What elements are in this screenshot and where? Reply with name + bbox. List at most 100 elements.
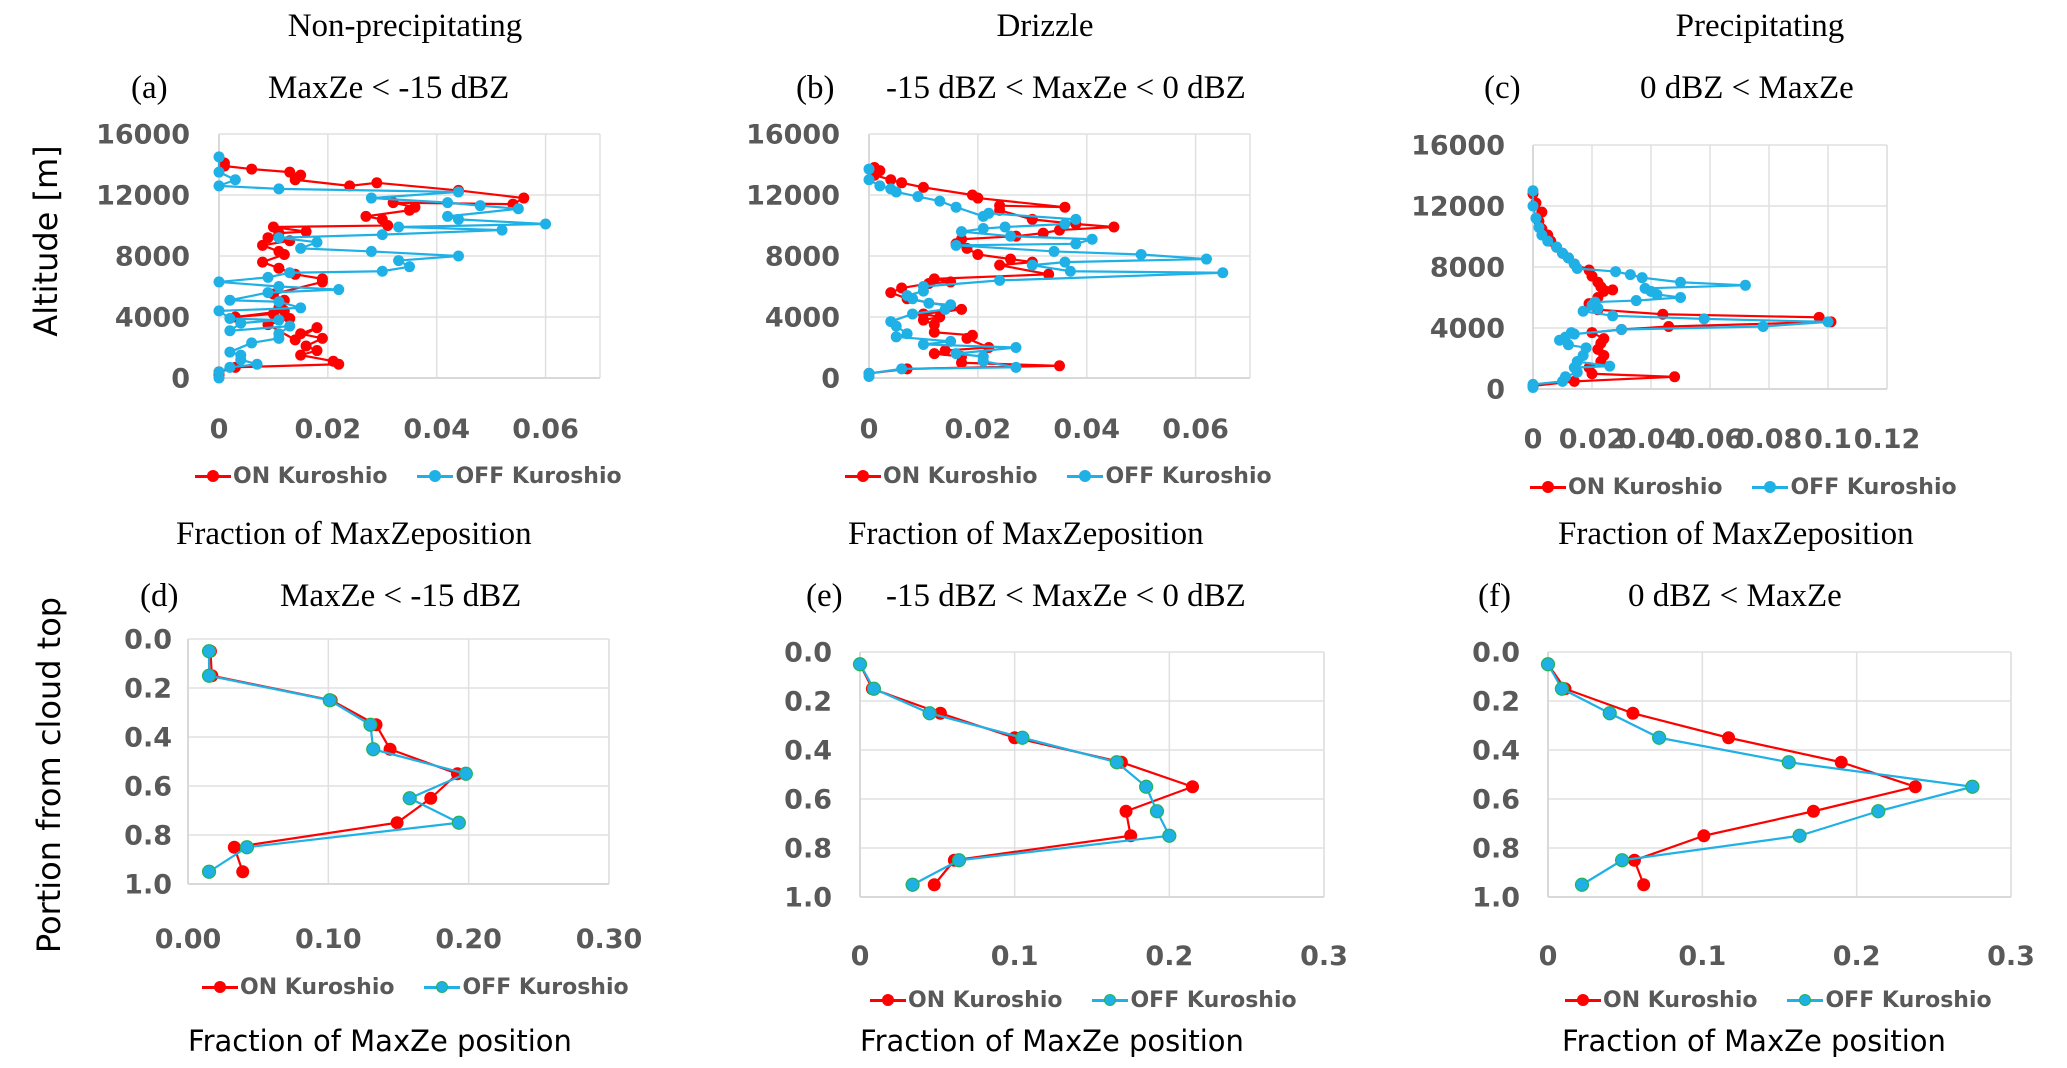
- data-point-on: [1037, 227, 1049, 239]
- data-point-on: [1186, 780, 1200, 794]
- data-point-off: [273, 314, 285, 326]
- data-point-on: [956, 303, 968, 315]
- data-point-on: [295, 169, 307, 181]
- data-point-off: [1675, 292, 1686, 303]
- data-point-off: [376, 265, 388, 277]
- legend-label-on: ON Kuroshio: [1603, 988, 1758, 1013]
- data-point-off: [1871, 804, 1886, 819]
- legend-label-off: OFF Kuroshio: [455, 464, 622, 489]
- data-point-on: [284, 166, 296, 178]
- series-line-off: [859, 663, 1171, 886]
- data-point-off: [1792, 828, 1807, 843]
- legend-marker-on-icon: [1565, 994, 1601, 1006]
- data-point-off: [239, 840, 255, 855]
- data-point-off: [1533, 221, 1545, 233]
- data-point-on: [300, 340, 312, 352]
- data-point-off: [452, 186, 464, 198]
- legend-e: ON Kuroshio OFF Kuroshio: [870, 988, 1297, 1013]
- legend-marker-on-icon: [1530, 481, 1566, 493]
- data-point-off: [1059, 256, 1071, 268]
- data-point-on: [262, 232, 274, 244]
- category-drizzle: Drizzle: [996, 8, 1094, 44]
- data-point-off: [452, 213, 464, 225]
- data-point-on: [928, 348, 940, 360]
- data-point-off: [1217, 267, 1229, 279]
- y-tick-label: 0.2: [784, 687, 832, 718]
- y-tick-label: 0: [171, 364, 190, 395]
- x-axis-title-e: Fraction of MaxZe position: [860, 1024, 1244, 1058]
- data-point-off: [977, 223, 989, 235]
- category-non-precipitating: Non-precipitating: [287, 8, 523, 44]
- data-point-off: [1607, 310, 1619, 322]
- x-tick-label: 0.2: [1145, 941, 1193, 972]
- data-point-off: [901, 328, 913, 340]
- data-point-off: [956, 226, 968, 238]
- data-point-off: [1551, 241, 1563, 253]
- legend-d: ON Kuroshio OFF Kuroshio: [202, 975, 629, 1000]
- x-tick-label: 0.12: [1854, 424, 1921, 455]
- data-point-off: [1064, 265, 1076, 277]
- y-tick-label: 0.8: [1472, 834, 1520, 865]
- data-point-off: [273, 328, 285, 340]
- category-precipitating: Precipitating: [1675, 8, 1845, 44]
- data-point-on: [371, 177, 383, 189]
- data-point-off: [1604, 360, 1616, 372]
- x-tick-label: 0.04: [403, 414, 470, 445]
- y-tick-label: 4000: [115, 303, 190, 334]
- data-point-on: [1637, 878, 1651, 892]
- data-point-off: [1965, 779, 1980, 794]
- data-point-on: [945, 276, 957, 288]
- legend-item-on: ON Kuroshio: [870, 988, 1062, 1013]
- data-point-off: [1135, 248, 1147, 260]
- x-tick-label: 0.02: [295, 414, 362, 445]
- data-point-off: [366, 742, 381, 757]
- data-point-on: [1834, 755, 1848, 769]
- data-point-off: [1757, 320, 1769, 332]
- chart-d: 0.00 0.10 0.20 0.30 0.0 0.2 0.4 0.6 0.8 1.0: [124, 625, 642, 955]
- data-point-off: [999, 221, 1011, 233]
- legend-item-on: ON Kuroshio: [202, 975, 394, 1000]
- x-tick-label: 0.3: [1987, 941, 2035, 972]
- legend-marker-on-icon: [870, 994, 906, 1006]
- data-point-on: [1059, 201, 1071, 213]
- data-point-on: [316, 273, 328, 285]
- data-point-off: [863, 367, 875, 379]
- data-point-on: [1697, 829, 1711, 843]
- data-point-on: [896, 282, 908, 294]
- data-point-off: [1070, 238, 1082, 250]
- data-point-off: [246, 337, 258, 349]
- data-point-off: [923, 297, 935, 309]
- data-point-off: [213, 366, 225, 378]
- panel-label-f: (f): [1478, 578, 1511, 614]
- x-tick-label: 0: [1539, 941, 1558, 972]
- data-point-off: [201, 668, 217, 683]
- y-tick-label: 1.0: [124, 870, 172, 901]
- y-tick-label: 12000: [1411, 192, 1505, 223]
- data-point-on: [300, 226, 312, 238]
- data-point-off: [863, 174, 875, 186]
- panel-title-f: 0 dBZ < MaxZe: [1628, 578, 1842, 614]
- x-axis-title-a: Fraction of MaxZeposition: [176, 516, 532, 552]
- x-tick-label: 0.04: [1618, 424, 1685, 455]
- legend-a: ON Kuroshio OFF Kuroshio: [195, 464, 622, 489]
- data-point-off: [885, 316, 897, 328]
- data-point-on: [360, 210, 372, 222]
- data-point-off: [950, 201, 962, 213]
- y-tick-label: 0.6: [1472, 785, 1520, 816]
- data-point-off: [402, 791, 417, 806]
- data-point-on: [1607, 284, 1619, 296]
- y-tick-label: 0.0: [1472, 638, 1520, 669]
- data-point-off: [235, 317, 247, 329]
- data-point-off: [994, 274, 1006, 286]
- x-axis-title-d: Fraction of MaxZe position: [188, 1024, 572, 1058]
- x-tick-label: 0.08: [1736, 424, 1803, 455]
- data-point-on: [927, 878, 941, 892]
- data-point-on: [1908, 780, 1922, 794]
- x-tick-label: 0.20: [435, 924, 502, 955]
- data-point-on: [1806, 804, 1820, 818]
- x-tick-label: 0.3: [1300, 941, 1348, 972]
- data-point-off: [885, 183, 897, 195]
- panel-label-e: (e): [806, 578, 843, 614]
- y-tick-label: 1.0: [784, 883, 832, 914]
- data-point-on: [994, 200, 1006, 212]
